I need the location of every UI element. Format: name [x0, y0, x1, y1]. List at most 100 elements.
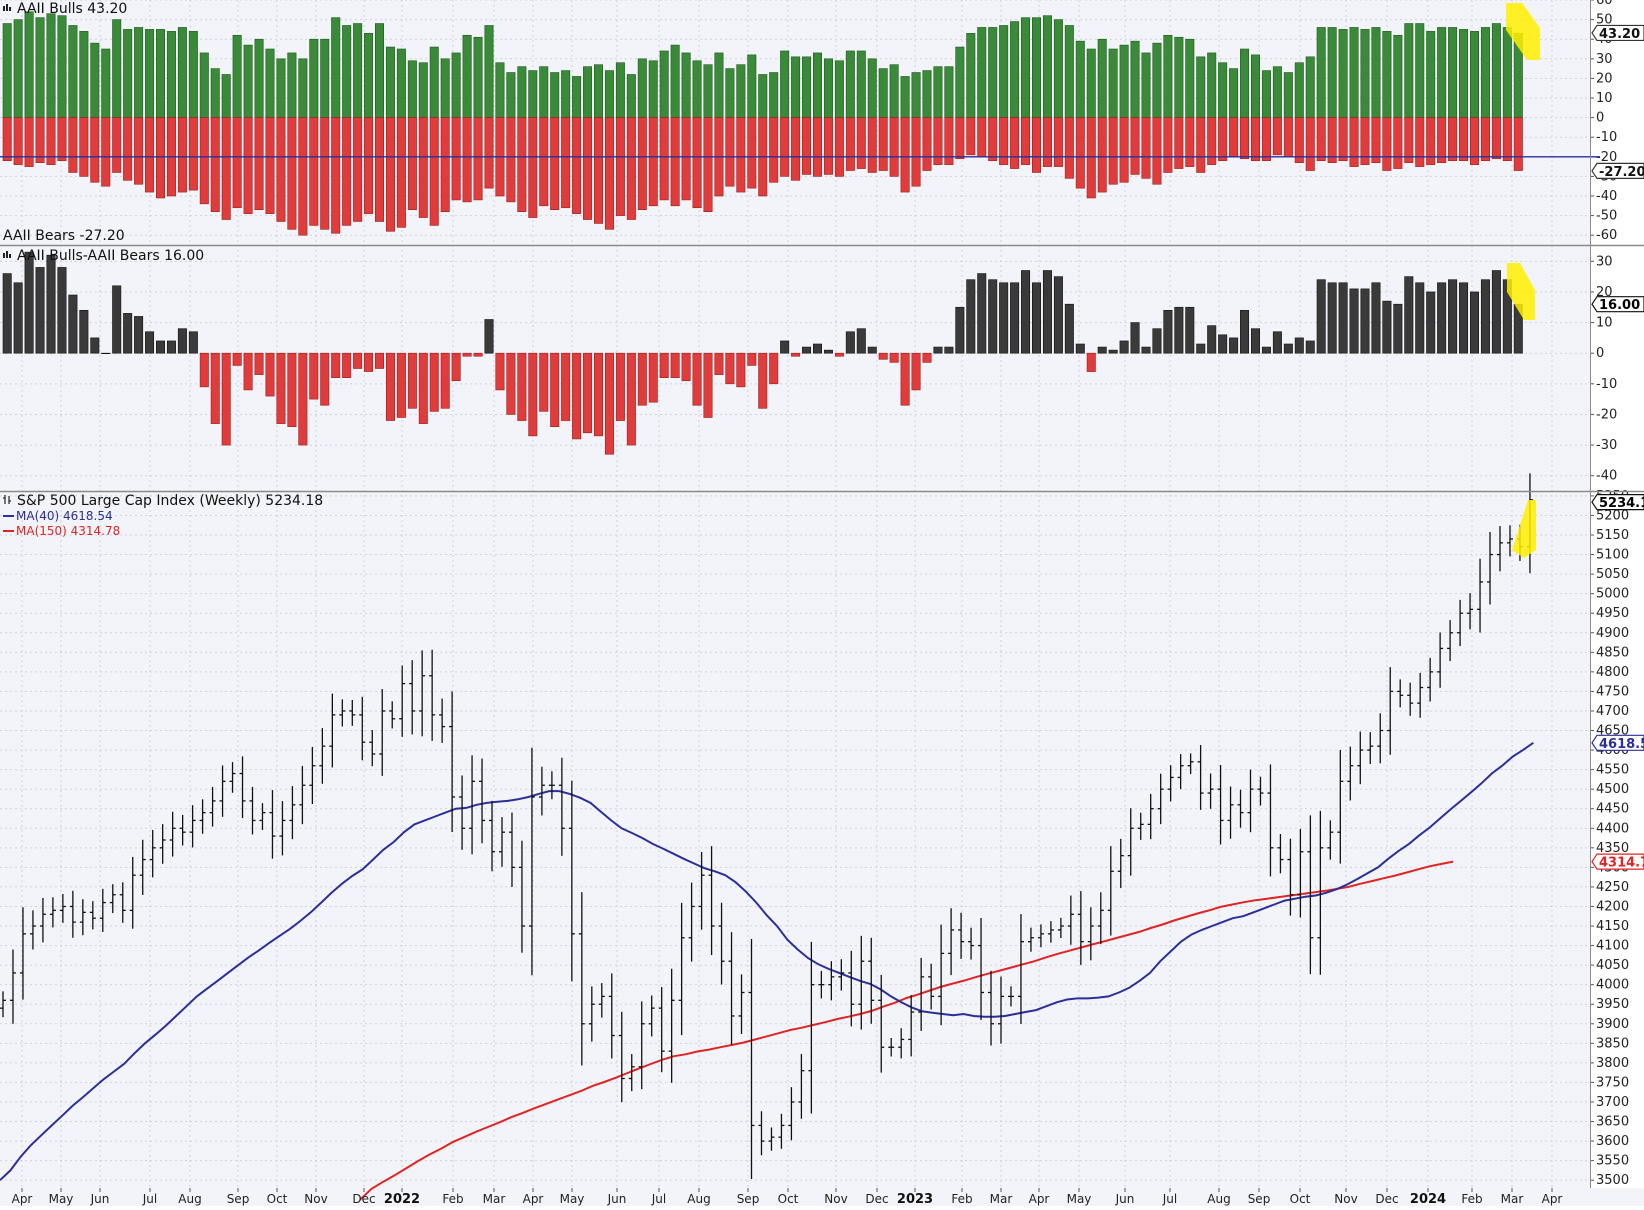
price-bar [1077, 891, 1084, 965]
price-bar [738, 974, 745, 1035]
spread-bar-negative [342, 352, 352, 378]
bear-bar [1480, 117, 1490, 162]
spread-last-value-tag-text: 16.00 [1599, 298, 1640, 313]
price-bar [1247, 769, 1254, 833]
spread-bar-positive [944, 346, 954, 354]
bull-bar [265, 48, 275, 118]
price-bar [798, 1053, 805, 1119]
price-bar [668, 968, 675, 1083]
price-bar [149, 829, 156, 878]
bear-bar [462, 117, 472, 203]
bear-bar [780, 117, 790, 177]
bear-bar [418, 117, 428, 218]
spread-bar-negative [309, 352, 319, 400]
price-bars [0, 473, 1533, 1179]
price-tick-label: 4450 [1596, 802, 1629, 817]
spread-bar-positive [933, 346, 943, 354]
price-tick-label: 4200 [1596, 899, 1629, 914]
price-bar [279, 801, 286, 856]
spread-bar-positive [90, 337, 100, 354]
price-bar [299, 765, 306, 825]
bear-bar [1470, 117, 1480, 165]
bull-bar [210, 68, 220, 118]
bear-bar [1141, 117, 1151, 179]
spread-bar-positive [1042, 270, 1052, 354]
spread-tick-label: 30 [1596, 254, 1613, 269]
bull-bar [626, 74, 636, 118]
bear-bar [177, 117, 187, 193]
spread-bar-negative [659, 352, 669, 378]
bull-bar [199, 52, 209, 118]
price-bar [958, 912, 965, 959]
bull-bar [911, 72, 921, 118]
price-bar [588, 986, 595, 1042]
bear-bar [769, 117, 779, 183]
x-month-label: May [560, 1192, 585, 1206]
spread-tick-label: 10 [1596, 316, 1613, 331]
price-bar [9, 949, 16, 1024]
bear-bar [112, 117, 122, 173]
spread-bar-negative [265, 352, 275, 397]
bear-bar [802, 117, 812, 175]
spread-bar-positive [1327, 282, 1337, 354]
spread-bar-positive [1393, 303, 1403, 354]
spread-bar-positive [780, 340, 790, 354]
spread-bar-positive [1196, 343, 1206, 354]
price-bar [808, 941, 815, 1114]
bulls-last-value-tag: 43.20 [1591, 24, 1644, 42]
spread-bar-positive [1415, 282, 1425, 354]
bear-bar [309, 117, 319, 226]
bears-last-value-tag: -27.20 [1591, 162, 1644, 180]
price-bar [379, 689, 386, 776]
bull-bar [1229, 68, 1239, 118]
bear-bar [999, 117, 1009, 165]
x-month-label: Jul [651, 1192, 666, 1206]
price-bar [369, 729, 376, 767]
bull-bar [528, 70, 538, 118]
bull-bar [681, 52, 691, 118]
bear-bar [13, 117, 23, 165]
x-month-label: Mar [1501, 1192, 1524, 1206]
price-bar [1007, 986, 1014, 1007]
x-month-label: Sep [1248, 1192, 1271, 1206]
bear-bar [451, 117, 461, 201]
price-bar [598, 983, 605, 1018]
price-bar [978, 918, 985, 1021]
bear-bar [156, 117, 166, 199]
bull-bar [517, 66, 527, 118]
bull-bar [276, 58, 286, 118]
price-bar [69, 890, 76, 938]
spread-bar-positive [1360, 288, 1370, 354]
bear-bar [1229, 117, 1239, 158]
price-tick-label: 3650 [1596, 1115, 1629, 1130]
bull-bar [24, 11, 34, 118]
spread-bar-positive [1119, 340, 1129, 354]
bull-bar [1010, 21, 1020, 118]
price-bar [1057, 917, 1064, 939]
price-bar [1047, 921, 1054, 943]
spread-bar-positive [1338, 282, 1348, 354]
price-bar [968, 927, 975, 960]
bull-bar [780, 50, 790, 118]
price-bar [1357, 731, 1364, 785]
bull-bar [101, 48, 111, 118]
bull-bar [1502, 27, 1512, 118]
bull-bar [550, 72, 560, 118]
spread-bar-negative [429, 352, 439, 412]
x-month-label: Mar [990, 1192, 1013, 1206]
bear-bar [1163, 117, 1173, 173]
price-bar [179, 814, 186, 846]
bear-bar [35, 117, 45, 163]
bears-panel-title: AAII Bears -27.20 [3, 228, 125, 244]
price-bar [1127, 808, 1134, 876]
spread-bar-negative [900, 352, 910, 406]
bear-bar [1459, 117, 1469, 162]
spread-bar-positive [1130, 322, 1140, 354]
bull-bar [659, 50, 669, 118]
x-month-label: Oct [267, 1192, 288, 1206]
spread-bar-positive [1316, 279, 1326, 354]
bear-bar [1294, 117, 1304, 163]
sp500-panel-title: S&P 500 Large Cap Index (Weekly) 5234.18 [17, 493, 323, 509]
bear-bar [298, 117, 308, 236]
bear-bar [320, 117, 330, 230]
